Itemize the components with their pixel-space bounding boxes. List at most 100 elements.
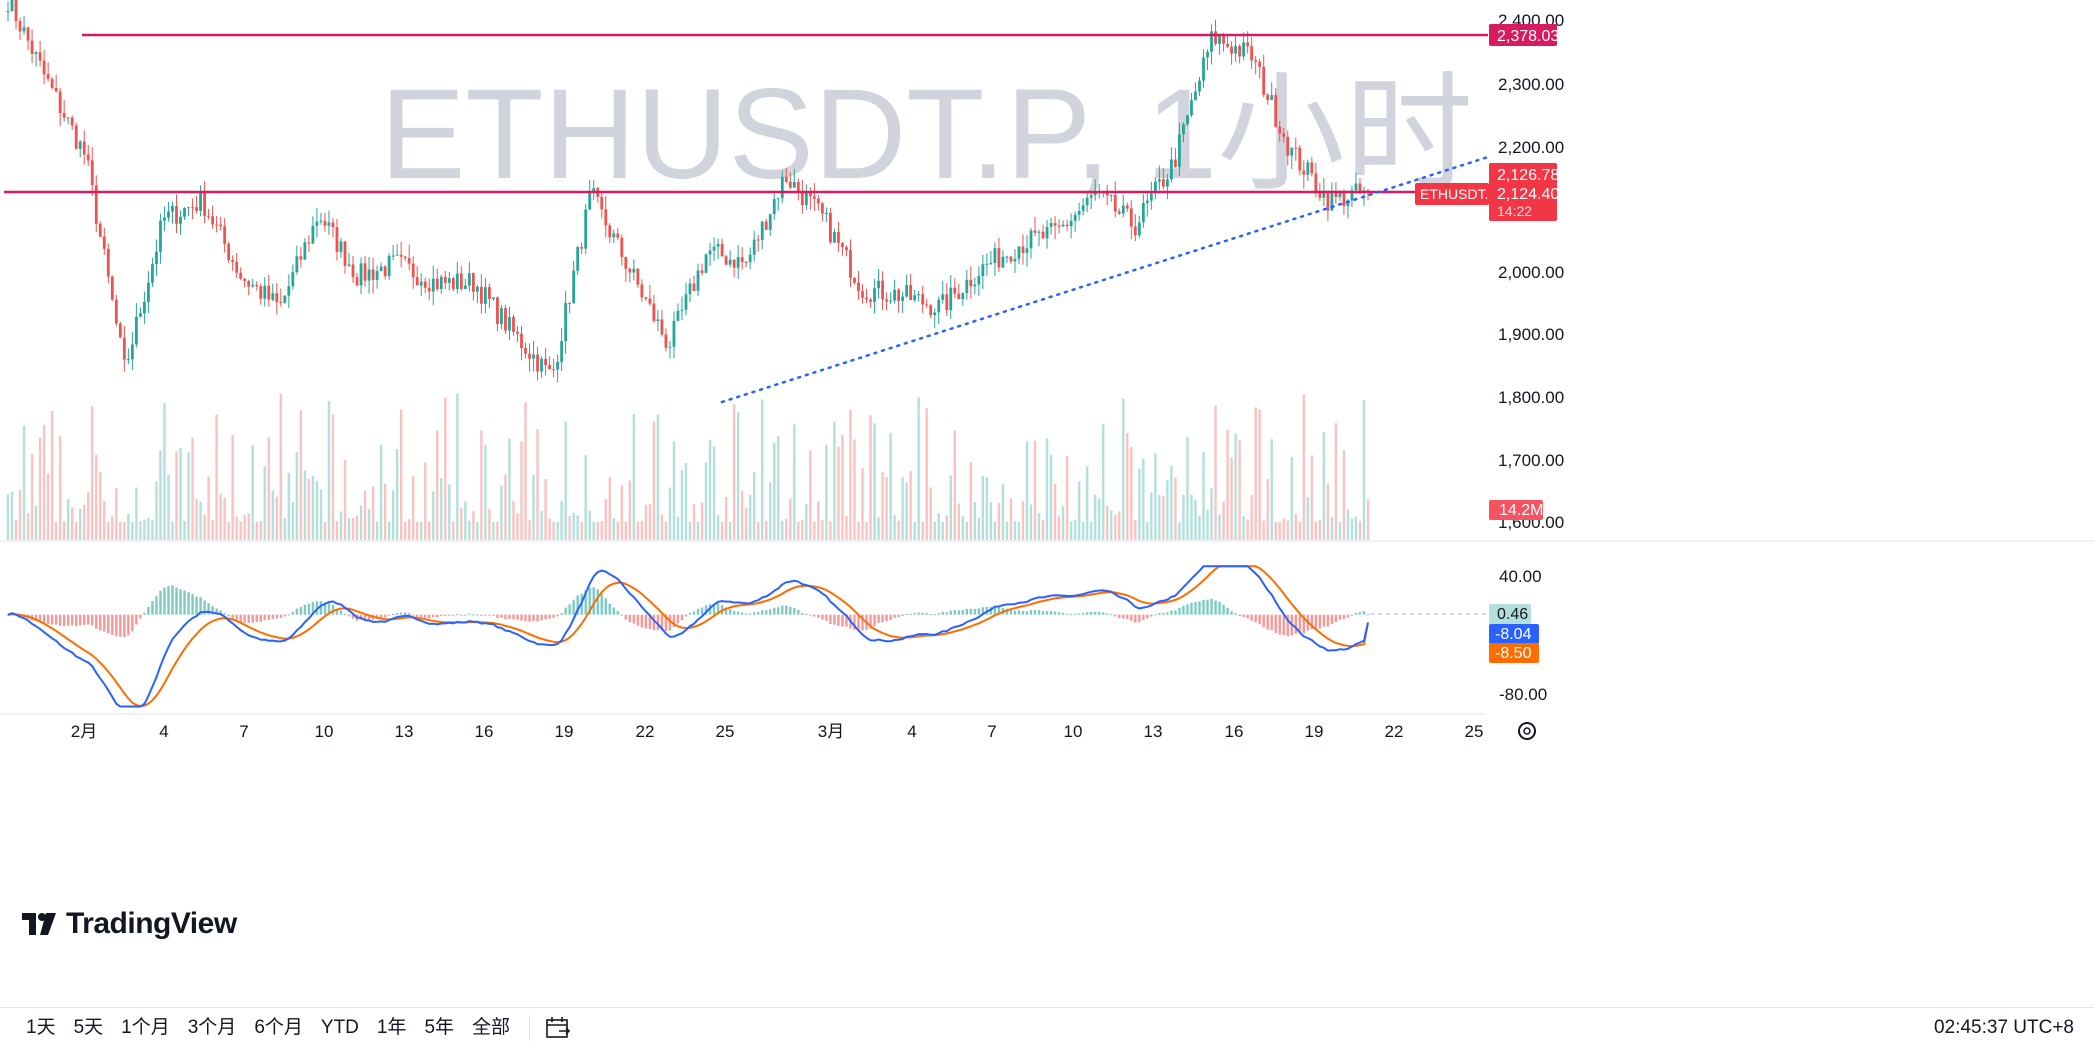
volume-bar <box>520 441 523 540</box>
volume-bar <box>1286 520 1289 540</box>
macd-hist-bar <box>1166 612 1169 615</box>
candle-body <box>508 317 511 331</box>
candle-body <box>680 309 684 311</box>
macd-hist-bar <box>231 614 234 619</box>
candle-body <box>752 239 756 255</box>
volume-bar <box>347 518 351 540</box>
utc-clock[interactable]: 02:45:37 UTC+8 <box>1934 1017 2074 1038</box>
time-tick: 19 <box>1305 722 1324 741</box>
macd-axis[interactable]: 40.00 -80.00 <box>1499 567 1547 704</box>
macd-hist-bar <box>1037 610 1041 615</box>
volume-bar <box>1362 399 1366 540</box>
range-button-5y[interactable]: 5年 <box>424 1016 455 1038</box>
candle-body <box>965 279 969 294</box>
macd-hist-bar <box>199 597 202 615</box>
volume-bar <box>1258 409 1261 540</box>
candle-body <box>395 254 399 256</box>
range-button-1y[interactable]: 1年 <box>376 1016 407 1038</box>
range-button-ytd[interactable]: YTD <box>320 1016 359 1038</box>
candle-body <box>917 294 921 296</box>
price-axis[interactable]: 2,400.00 2,300.00 2,200.00 2,000.00 1,90… <box>1498 11 1564 532</box>
candle-body <box>913 295 917 300</box>
candle-body <box>905 284 909 297</box>
volume-bar <box>143 519 146 540</box>
candle-body <box>223 226 227 244</box>
settings-gear-icon[interactable] <box>1518 722 1536 740</box>
candle-body <box>949 287 953 311</box>
volume-bar <box>219 493 222 540</box>
macd-hist-bar <box>728 608 732 615</box>
tradingview-logo[interactable]: TradingView <box>22 906 237 942</box>
macd-hist-bar <box>1118 614 1121 619</box>
volume-bar <box>813 521 816 540</box>
volume-bar <box>1306 497 1310 540</box>
macd-hist-bar <box>973 608 977 615</box>
volume-bar <box>155 481 158 540</box>
candle-body <box>933 312 937 316</box>
candle-body <box>231 259 235 263</box>
volume-bar <box>1110 510 1113 540</box>
macd-hist-bar <box>664 614 668 632</box>
volume-bar <box>371 486 375 540</box>
candle-body <box>90 160 94 186</box>
range-button-3m[interactable]: 3个月 <box>187 1016 237 1038</box>
volume-bar <box>1065 455 1069 540</box>
volume-bar <box>239 521 242 540</box>
volume-bar <box>556 521 559 540</box>
volume-bars <box>6 393 1370 540</box>
macd-hist-bar <box>315 601 319 615</box>
macd-hist-bar <box>821 614 824 620</box>
macd-hist-bar <box>997 607 1001 615</box>
volume-bar <box>680 470 684 540</box>
volume-bar <box>391 490 395 540</box>
macd-hist-bar <box>151 601 154 615</box>
candle-body <box>937 299 941 313</box>
candle-body <box>784 176 788 182</box>
macd-hist-bar <box>1013 610 1017 615</box>
macd-hist-bar <box>1338 614 1342 620</box>
macd-hist-bar <box>119 614 122 637</box>
volume-bar <box>620 485 624 540</box>
macd-hist-bar <box>424 614 427 618</box>
volume-bar <box>532 474 535 540</box>
ascending-trendline[interactable] <box>720 155 1490 404</box>
macd-hist-bar <box>1266 614 1269 630</box>
range-button-1m[interactable]: 1个月 <box>121 1016 170 1038</box>
volume-bar <box>1162 495 1165 540</box>
macd-hist-bar <box>452 614 455 616</box>
macd-hist-bar <box>1282 614 1285 635</box>
volume-bar <box>536 428 539 540</box>
candle-body <box>427 287 431 292</box>
candle-body <box>66 117 70 119</box>
candle-body <box>38 52 42 61</box>
macd-hist-bar <box>712 603 716 615</box>
candle-body <box>740 257 744 262</box>
volume-bar <box>1150 492 1153 540</box>
candle-body <box>102 236 106 249</box>
volume-bar <box>10 492 14 540</box>
candle-body <box>1121 205 1125 214</box>
macd-hist-bar <box>949 610 952 615</box>
volume-bar <box>107 521 110 540</box>
date-range-calendar-icon[interactable] <box>540 1008 576 1048</box>
volume-bar <box>973 502 977 540</box>
range-button-1d[interactable]: 1天 <box>26 1016 56 1038</box>
range-button-5d[interactable]: 5天 <box>73 1016 104 1038</box>
candle-body <box>829 212 832 243</box>
volume-bar <box>769 482 772 540</box>
time-axis[interactable]: 2月 4 7 10 13 16 19 22 25 3月 4 7 10 13 16 19 22 25 <box>71 722 1484 741</box>
candle-body <box>6 11 10 13</box>
volume-bar <box>1045 438 1049 540</box>
volume-bar <box>50 411 54 540</box>
range-button-6m[interactable]: 6个月 <box>254 1016 303 1038</box>
candle-body <box>1326 190 1330 211</box>
macd-hist-bar <box>283 614 287 617</box>
volume-bar <box>552 521 555 540</box>
candle-body <box>215 224 219 226</box>
candle-body <box>295 256 299 273</box>
macd-hist-bar <box>1354 612 1358 615</box>
candle-body <box>407 258 411 264</box>
range-button-all[interactable]: 全部 <box>472 1016 511 1038</box>
volume-bar <box>375 521 379 540</box>
